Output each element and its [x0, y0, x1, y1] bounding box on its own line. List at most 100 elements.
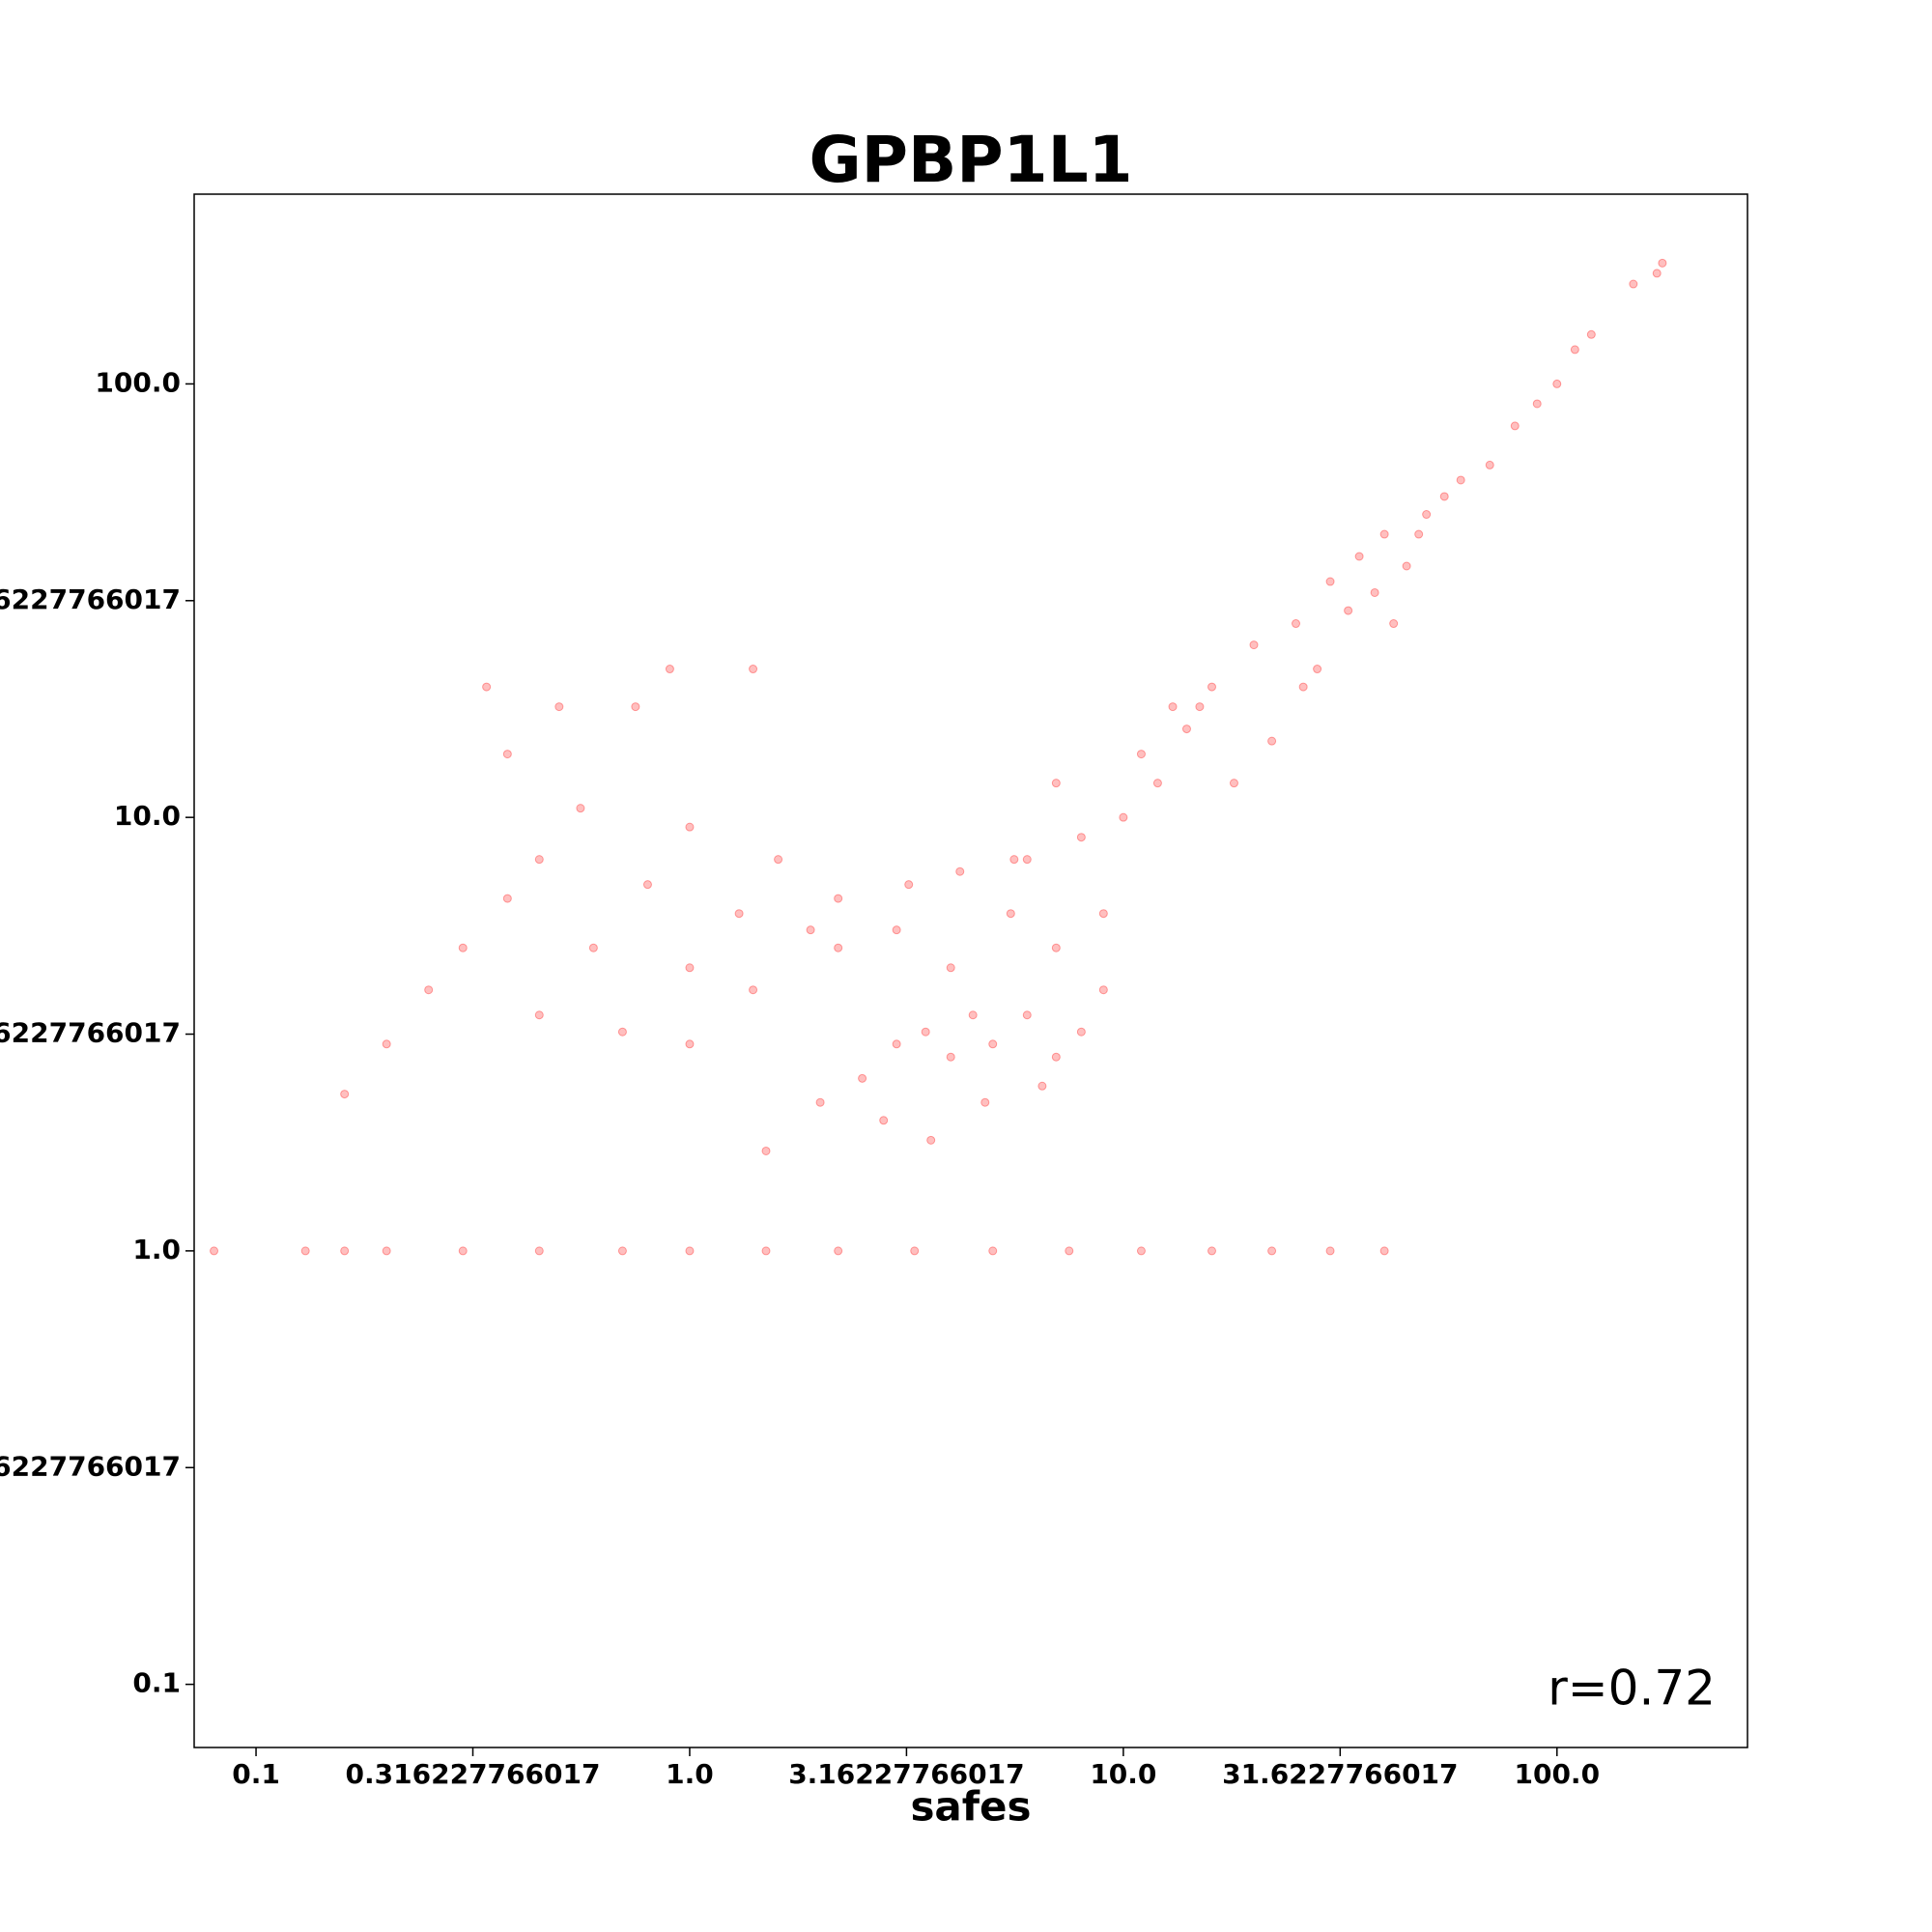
point: [815, 1097, 825, 1107]
point: [534, 1010, 544, 1020]
point: [458, 943, 468, 952]
point: [1051, 779, 1061, 788]
point: [1051, 943, 1061, 952]
point: [968, 1010, 978, 1020]
point: [502, 750, 512, 759]
point: [642, 880, 652, 890]
point: [749, 985, 758, 995]
point: [1402, 561, 1411, 571]
point: [988, 1039, 998, 1049]
point: [1629, 279, 1638, 289]
point: [834, 1246, 843, 1256]
point: [1249, 640, 1259, 650]
y-tick-label: 3.16227766017: [0, 1017, 181, 1049]
point: [1076, 1027, 1086, 1037]
point: [502, 894, 512, 903]
x-tick-label: 0.1: [232, 1758, 280, 1790]
point: [1658, 258, 1667, 268]
point: [1267, 736, 1277, 746]
point: [892, 1039, 901, 1049]
point: [665, 665, 674, 674]
point: [749, 665, 758, 674]
point: [1313, 665, 1322, 674]
point: [1325, 577, 1335, 586]
point: [631, 702, 640, 712]
point: [482, 682, 492, 692]
point: [1181, 724, 1191, 734]
point: [1652, 269, 1662, 278]
x-tick-label: 31.6227766017: [1222, 1758, 1458, 1790]
point: [1076, 833, 1086, 842]
point: [946, 1052, 955, 1062]
point: [834, 894, 843, 903]
point: [424, 985, 434, 995]
point: [1065, 1246, 1074, 1256]
y-tick-label: 1.0: [132, 1234, 181, 1265]
point: [806, 925, 815, 935]
x-tick-label: 0.316227766017: [346, 1758, 601, 1790]
points: [210, 258, 1667, 1256]
point: [534, 855, 544, 865]
point: [1022, 855, 1032, 865]
point: [1370, 587, 1379, 597]
point: [1379, 1246, 1389, 1256]
point: [300, 1246, 310, 1256]
point: [1292, 619, 1301, 629]
x-axis-label: safes: [910, 1783, 1031, 1831]
point: [1207, 682, 1216, 692]
point: [1136, 750, 1146, 759]
point: [910, 1246, 920, 1256]
point: [921, 1027, 930, 1037]
point: [685, 1246, 695, 1256]
point: [1532, 399, 1542, 409]
point: [1006, 909, 1015, 919]
point: [534, 1246, 544, 1256]
point: [1022, 1010, 1032, 1020]
point: [685, 1039, 695, 1049]
point: [1439, 492, 1449, 501]
point: [980, 1097, 990, 1107]
point: [1456, 475, 1465, 485]
point: [858, 1073, 867, 1083]
point: [926, 1135, 936, 1145]
point: [1586, 329, 1596, 339]
point: [340, 1246, 350, 1256]
point: [1136, 1246, 1146, 1256]
y-tick-label: 0.316227766017: [0, 1450, 181, 1482]
point: [1152, 779, 1162, 788]
point: [1098, 985, 1108, 995]
point: [1414, 529, 1424, 539]
point: [1570, 345, 1579, 355]
point: [1485, 460, 1494, 469]
y-tick-label: 31.6227766017: [0, 583, 181, 615]
point: [382, 1039, 391, 1049]
point: [1510, 421, 1520, 431]
point: [1298, 682, 1308, 692]
point: [774, 855, 783, 865]
point: [588, 943, 598, 952]
point: [1009, 855, 1019, 865]
point: [904, 880, 914, 890]
x-tick-label: 3.16227766017: [788, 1758, 1024, 1790]
plot-frame: [193, 193, 1748, 1748]
point: [1267, 1246, 1277, 1256]
point: [340, 1090, 350, 1099]
x-tick-label: 1.0: [666, 1758, 714, 1790]
point: [761, 1246, 771, 1256]
point: [761, 1146, 771, 1155]
point: [1422, 510, 1432, 520]
point: [210, 1246, 219, 1256]
point: [1051, 1052, 1061, 1062]
point: [1207, 1246, 1216, 1256]
point: [1354, 552, 1364, 561]
point: [458, 1246, 468, 1256]
x-tick-label: 100.0: [1514, 1758, 1600, 1790]
point: [1229, 779, 1238, 788]
point: [1552, 379, 1562, 388]
y-tick-label: 0.1: [132, 1667, 181, 1699]
x-tick-label: 10.0: [1090, 1758, 1156, 1790]
point: [1098, 909, 1108, 919]
point: [879, 1116, 889, 1125]
y-tick-label: 10.0: [114, 800, 181, 832]
